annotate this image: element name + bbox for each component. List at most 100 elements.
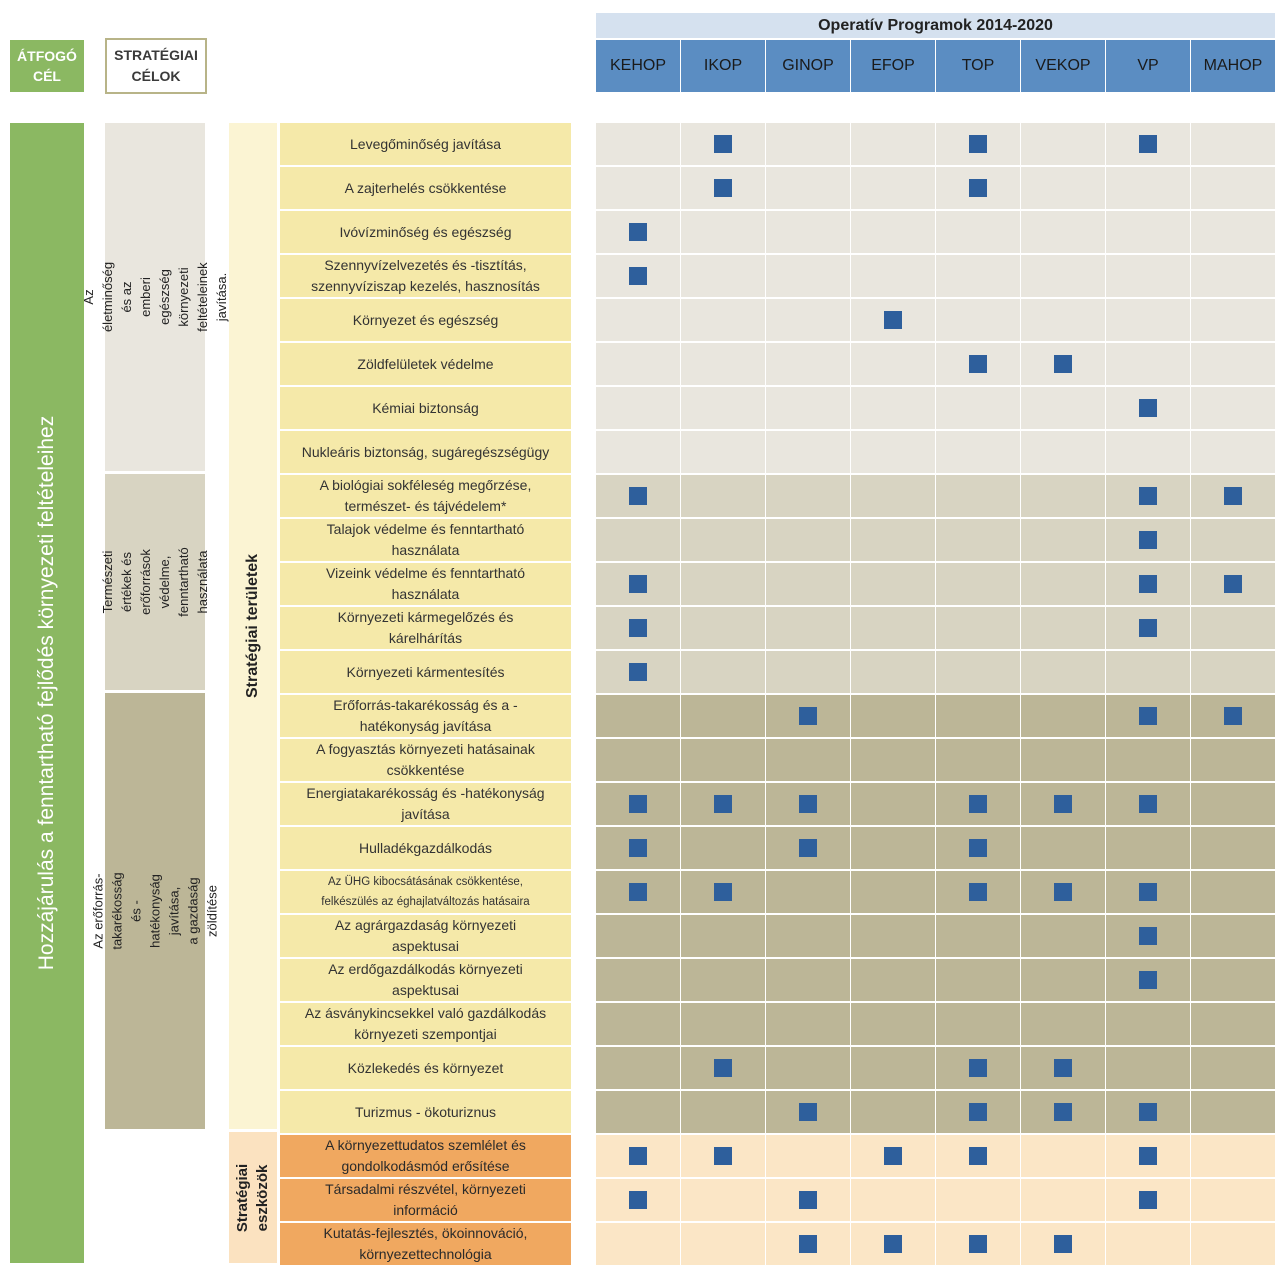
matrix-cell xyxy=(1021,255,1106,297)
program-mark-vekop xyxy=(1054,795,1072,813)
program-mark-kehop xyxy=(629,839,647,857)
matrix-cell xyxy=(766,827,851,869)
strategic-area-item: Környezet és egészség xyxy=(280,299,571,341)
strategic-area-item: Az agrárgazdaság környezeti aspektusai xyxy=(280,915,571,957)
matrix-cell xyxy=(936,1047,1021,1089)
matrix-cell xyxy=(851,431,936,473)
matrix-cell xyxy=(1106,211,1191,253)
matrix-cell xyxy=(766,1047,851,1089)
program-mark-vp xyxy=(1139,1103,1157,1121)
matrix-cell xyxy=(851,343,936,385)
matrix-cell xyxy=(936,475,1021,517)
matrix-cell xyxy=(766,211,851,253)
matrix-cell xyxy=(681,695,766,737)
program-mark-vekop xyxy=(1054,883,1072,901)
matrix-cell xyxy=(596,299,681,341)
program-mark-vp xyxy=(1139,619,1157,637)
program-mark-vekop xyxy=(1054,1059,1072,1077)
matrix-cell xyxy=(681,739,766,781)
strategic-area-item: Talajok védelme és fenntartható használa… xyxy=(280,519,571,561)
matrix-cell xyxy=(681,1135,766,1177)
matrix-cell xyxy=(681,827,766,869)
program-mark-vp xyxy=(1139,135,1157,153)
program-mark-efop xyxy=(884,311,902,329)
matrix-cell xyxy=(936,255,1021,297)
matrix-cell xyxy=(851,783,936,825)
matrix-cell xyxy=(681,1091,766,1133)
strategic-area-item: Turizmus - ökoturiznus xyxy=(280,1091,571,1133)
matrix-cell xyxy=(596,1223,681,1265)
overall-goal-bar: Hozzájárulás a fenntartható fejlődés kör… xyxy=(10,123,84,1263)
program-mark-kehop xyxy=(629,223,647,241)
matrix-cell xyxy=(1021,1135,1106,1177)
matrix-cell xyxy=(766,1091,851,1133)
matrix-cell xyxy=(681,431,766,473)
matrix-cell xyxy=(1191,871,1276,913)
matrix-cell xyxy=(936,1135,1021,1177)
matrix-cell xyxy=(1021,299,1106,341)
matrix-cell xyxy=(596,783,681,825)
matrix-cell xyxy=(1191,387,1276,429)
matrix-cell xyxy=(1021,167,1106,209)
matrix-cell xyxy=(1191,915,1276,957)
matrix-cell xyxy=(1106,871,1191,913)
strategic-goal-text: Természeti értékek és erőforrások védelm… xyxy=(100,547,210,617)
matrix-cell xyxy=(1021,739,1106,781)
matrix-cell xyxy=(851,563,936,605)
matrix-cell xyxy=(681,563,766,605)
matrix-cell xyxy=(1191,123,1276,165)
matrix-cell xyxy=(1021,651,1106,693)
matrix-cell xyxy=(1191,739,1276,781)
matrix-cell xyxy=(1021,783,1106,825)
matrix-cell xyxy=(766,519,851,561)
program-mark-kehop xyxy=(629,1147,647,1165)
matrix-cell xyxy=(1021,1223,1106,1265)
strategic-area-item: Az ÜHG kibocsátásának csökkentése, felké… xyxy=(280,871,571,913)
matrix-cell xyxy=(1106,651,1191,693)
matrix-cell xyxy=(1106,167,1191,209)
matrix-cell xyxy=(766,343,851,385)
matrix-cell xyxy=(766,651,851,693)
matrix-cell xyxy=(1106,959,1191,1001)
matrix-cell xyxy=(681,871,766,913)
program-mark-vp xyxy=(1139,707,1157,725)
program-mark-vp xyxy=(1139,575,1157,593)
strategic-goal-resources: Az erőforrás-takarékosság és -hatékonysá… xyxy=(91,693,220,1129)
matrix-cell xyxy=(681,387,766,429)
matrix-cell xyxy=(936,607,1021,649)
program-header-kehop: KEHOP xyxy=(596,40,680,92)
matrix-cell xyxy=(766,783,851,825)
program-mark-efop xyxy=(884,1235,902,1253)
program-mark-vp xyxy=(1139,883,1157,901)
matrix-cell xyxy=(681,211,766,253)
matrix-cell xyxy=(1191,1091,1276,1133)
matrix-cell xyxy=(851,1091,936,1133)
matrix-cell xyxy=(1191,783,1276,825)
strategic-tool-item: A környezettudatos szemlélet és gondolko… xyxy=(280,1135,571,1177)
matrix-cell xyxy=(936,783,1021,825)
strategic-area-item: Az erdőgazdálkodás környezeti aspektusai xyxy=(280,959,571,1001)
strategic-area-item: Vizeink védelme és fenntartható használa… xyxy=(280,563,571,605)
matrix-cell xyxy=(596,387,681,429)
matrix-cell xyxy=(1191,827,1276,869)
overall-goal-header: ÁTFOGÓ CÉL xyxy=(10,40,84,92)
matrix-cell xyxy=(1021,607,1106,649)
strategic-area-item: A fogyasztás környezeti hatásainak csökk… xyxy=(280,739,571,781)
program-header-efop: EFOP xyxy=(851,40,935,92)
program-mark-vp xyxy=(1139,795,1157,813)
program-mark-ginop xyxy=(799,1235,817,1253)
matrix-cell xyxy=(936,959,1021,1001)
matrix-cell xyxy=(1021,343,1106,385)
matrix-cell xyxy=(936,167,1021,209)
matrix-cell xyxy=(936,387,1021,429)
matrix-cell xyxy=(766,1135,851,1177)
matrix-cell xyxy=(1021,387,1106,429)
matrix-cell xyxy=(596,1091,681,1133)
matrix-cell xyxy=(681,1047,766,1089)
program-header-top: TOP xyxy=(936,40,1020,92)
matrix-cell xyxy=(851,607,936,649)
program-mark-mahop xyxy=(1224,487,1242,505)
matrix-cell xyxy=(1021,871,1106,913)
matrix-cell xyxy=(596,167,681,209)
matrix-cell xyxy=(851,959,936,1001)
